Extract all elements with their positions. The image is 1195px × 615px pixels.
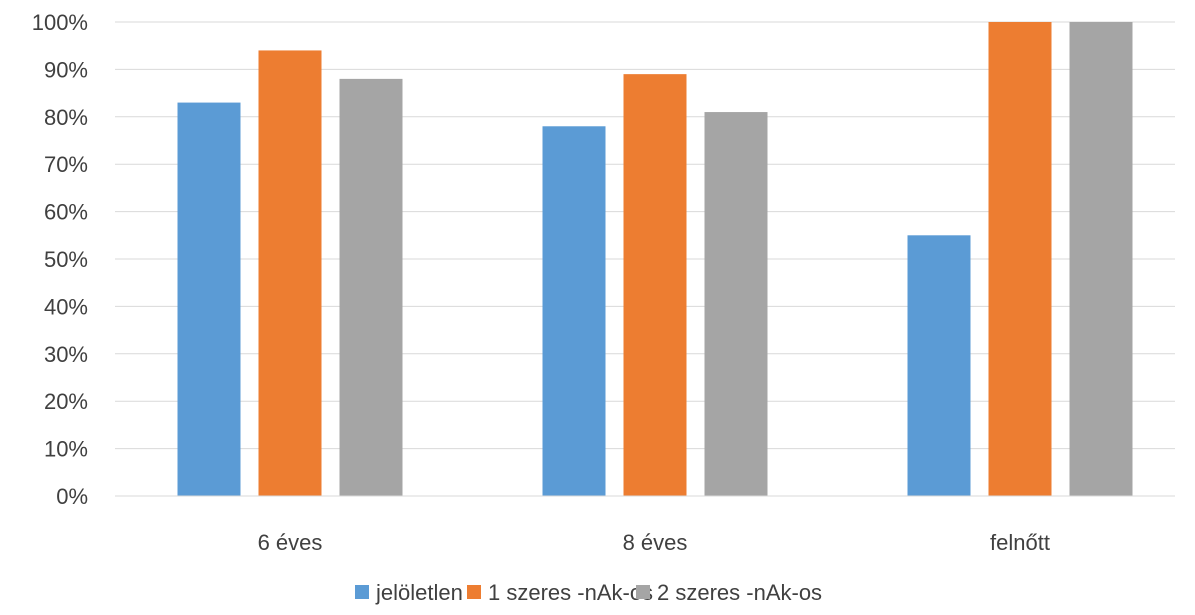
y-tick-label: 20% — [44, 389, 88, 414]
bar-1-3 — [907, 235, 971, 497]
legend-label: 2 szeres -nAk-os — [657, 580, 822, 605]
legend-swatch — [355, 585, 369, 599]
y-axis-tick-labels: 0% 10% 20% 30% 40% 50% 60% 70% 80% 90% 100% — [32, 10, 88, 509]
bar-3-3 — [1069, 22, 1133, 496]
x-category-label: felnőtt — [990, 530, 1050, 555]
y-tick-label: 40% — [44, 294, 88, 319]
legend: jelöletlen 1 szeres -nAk-os 2 szeres -nAk-… — [355, 580, 822, 605]
bar-3-2 — [704, 112, 768, 496]
bars — [177, 22, 1133, 497]
legend-swatch — [636, 585, 650, 599]
y-tick-label: 90% — [44, 57, 88, 82]
y-tick-label: 100% — [32, 10, 88, 35]
bar-2-2 — [623, 74, 687, 496]
legend-item: 2 szeres -nAk-os — [636, 580, 822, 605]
legend-item: jelöletlen — [355, 580, 463, 605]
legend-label: jelöletlen — [375, 580, 463, 605]
x-category-label: 8 éves — [623, 530, 688, 555]
legend-swatch — [467, 585, 481, 599]
y-tick-label: 60% — [44, 200, 88, 225]
bar-2-1 — [258, 50, 322, 496]
y-tick-label: 30% — [44, 342, 88, 367]
y-tick-label: 0% — [56, 484, 88, 509]
legend-item: 1 szeres -nAk-os — [467, 580, 653, 605]
y-tick-label: 70% — [44, 152, 88, 177]
y-tick-label: 50% — [44, 247, 88, 272]
bar-3-1 — [339, 78, 403, 496]
bar-1-2 — [542, 126, 606, 496]
bar-1-1 — [177, 102, 241, 496]
legend-label: 1 szeres -nAk-os — [488, 580, 653, 605]
bar-2-3 — [988, 22, 1052, 496]
y-tick-label: 10% — [44, 437, 88, 462]
y-tick-label: 80% — [44, 105, 88, 130]
x-category-label: 6 éves — [258, 530, 323, 555]
x-axis-category-labels: 6 éves 8 éves felnőtt — [258, 530, 1050, 555]
